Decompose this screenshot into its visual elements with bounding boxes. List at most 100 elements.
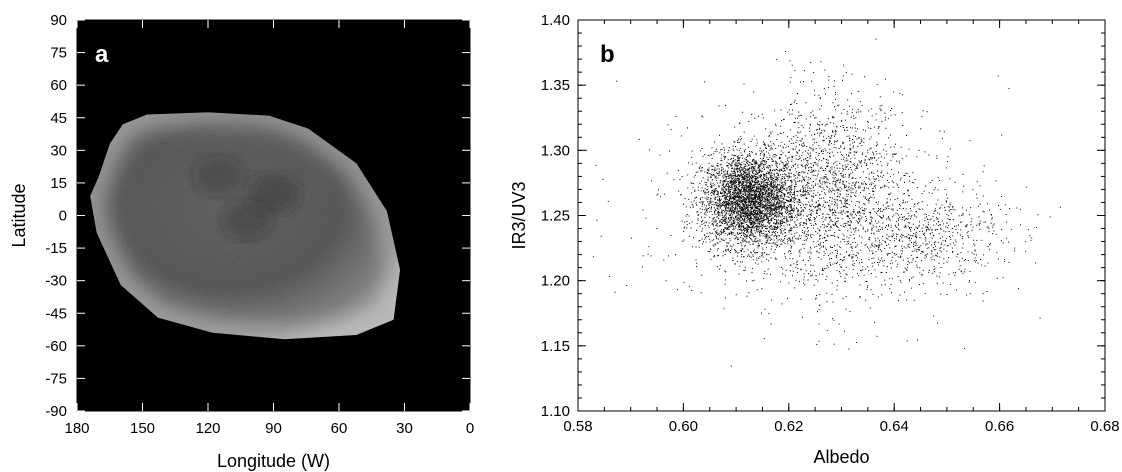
- scatter-point: [811, 190, 813, 192]
- scatter-point: [682, 240, 684, 242]
- scatter-point: [775, 206, 777, 208]
- scatter-point: [818, 160, 820, 162]
- scatter-point: [721, 211, 722, 213]
- scatter-point: [730, 232, 732, 234]
- scatter-point: [767, 179, 769, 181]
- scatter-point: [767, 200, 769, 202]
- scatter-point: [840, 173, 842, 175]
- scatter-point: [877, 203, 879, 205]
- scatter-point: [702, 243, 704, 245]
- scatter-point: [755, 197, 757, 198]
- scatter-point: [857, 108, 859, 110]
- scatter-point: [723, 239, 725, 241]
- scatter-point: [775, 228, 777, 230]
- scatter-point: [760, 201, 762, 203]
- scatter-point: [714, 210, 716, 212]
- scatter-point: [819, 121, 821, 123]
- scatter-point: [737, 232, 739, 234]
- scatter-point: [834, 173, 836, 175]
- scatter-point: [738, 193, 740, 195]
- scatter-point: [962, 173, 964, 175]
- scatter-point: [760, 171, 762, 173]
- scatter-point: [742, 218, 743, 219]
- scatter-point: [752, 202, 754, 203]
- scatter-point: [779, 195, 781, 197]
- scatter-point: [770, 195, 772, 197]
- scatter-point: [790, 239, 791, 241]
- scatter-point: [864, 196, 866, 198]
- scatter-point: [752, 159, 754, 161]
- scatter-point: [862, 213, 864, 215]
- scatter-point: [719, 202, 721, 203]
- scatter-point: [745, 205, 747, 207]
- scatter-point: [753, 249, 755, 251]
- scatter-point: [781, 200, 783, 202]
- scatter-point: [750, 192, 752, 194]
- scatter-point: [742, 218, 744, 220]
- scatter-point: [819, 180, 821, 182]
- scatter-point: [849, 105, 850, 107]
- scatter-point: [695, 259, 697, 261]
- scatter-point: [849, 149, 851, 151]
- scatter-point: [814, 94, 816, 96]
- scatter-point: [831, 200, 833, 202]
- scatter-point: [801, 235, 803, 237]
- scatter-point: [782, 212, 784, 214]
- scatter-point: [767, 182, 769, 184]
- scatter-point: [799, 157, 801, 159]
- scatter-point: [764, 180, 766, 181]
- scatter-point: [751, 167, 753, 169]
- scatter-point: [716, 266, 718, 267]
- scatter-point: [711, 186, 713, 188]
- scatter-point: [776, 198, 778, 200]
- scatter-point: [713, 188, 715, 190]
- scatter-point: [836, 179, 838, 181]
- scatter-point: [839, 193, 841, 195]
- scatter-point: [723, 209, 725, 211]
- scatter-point: [727, 203, 729, 205]
- scatter-point: [855, 220, 857, 222]
- scatter-point: [786, 207, 788, 209]
- scatter-point: [713, 245, 715, 247]
- scatter-point: [743, 210, 745, 212]
- scatter-point: [736, 192, 738, 194]
- scatter-point: [853, 209, 855, 211]
- scatter-point: [773, 173, 775, 175]
- scatter-point: [782, 198, 784, 200]
- scatter-point: [733, 178, 735, 180]
- scatter-point: [770, 188, 772, 190]
- scatter-point: [755, 170, 757, 172]
- scatter-point: [753, 236, 754, 238]
- scatter-point: [746, 170, 748, 172]
- scatter-point: [872, 190, 874, 192]
- scatter-point: [770, 174, 772, 176]
- scatter-point: [750, 207, 752, 209]
- scatter-point: [751, 213, 753, 215]
- scatter-point: [743, 172, 745, 174]
- scatter-point: [792, 143, 794, 144]
- scatter-point: [816, 251, 818, 253]
- y-tick-label: 90: [50, 12, 67, 29]
- scatter-point: [775, 179, 776, 180]
- scatter-point: [730, 198, 732, 200]
- scatter-point: [741, 212, 743, 214]
- scatter-point: [832, 223, 834, 225]
- scatter-point: [756, 194, 758, 196]
- scatter-point: [764, 193, 766, 195]
- scatter-point: [759, 194, 761, 196]
- scatter-point: [851, 215, 853, 217]
- scatter-point: [761, 185, 763, 187]
- scatter-point: [762, 203, 764, 205]
- scatter-point: [788, 157, 790, 159]
- scatter-point: [800, 238, 802, 240]
- scatter-point: [787, 193, 789, 195]
- scatter-point: [725, 180, 727, 182]
- scatter-point: [774, 219, 776, 221]
- scatter-point: [741, 181, 743, 183]
- scatter-point: [737, 174, 739, 176]
- scatter-point: [748, 176, 750, 178]
- scatter-point: [787, 163, 789, 165]
- scatter-point: [872, 194, 874, 196]
- scatter-point: [840, 145, 842, 147]
- scatter-point: [692, 246, 694, 248]
